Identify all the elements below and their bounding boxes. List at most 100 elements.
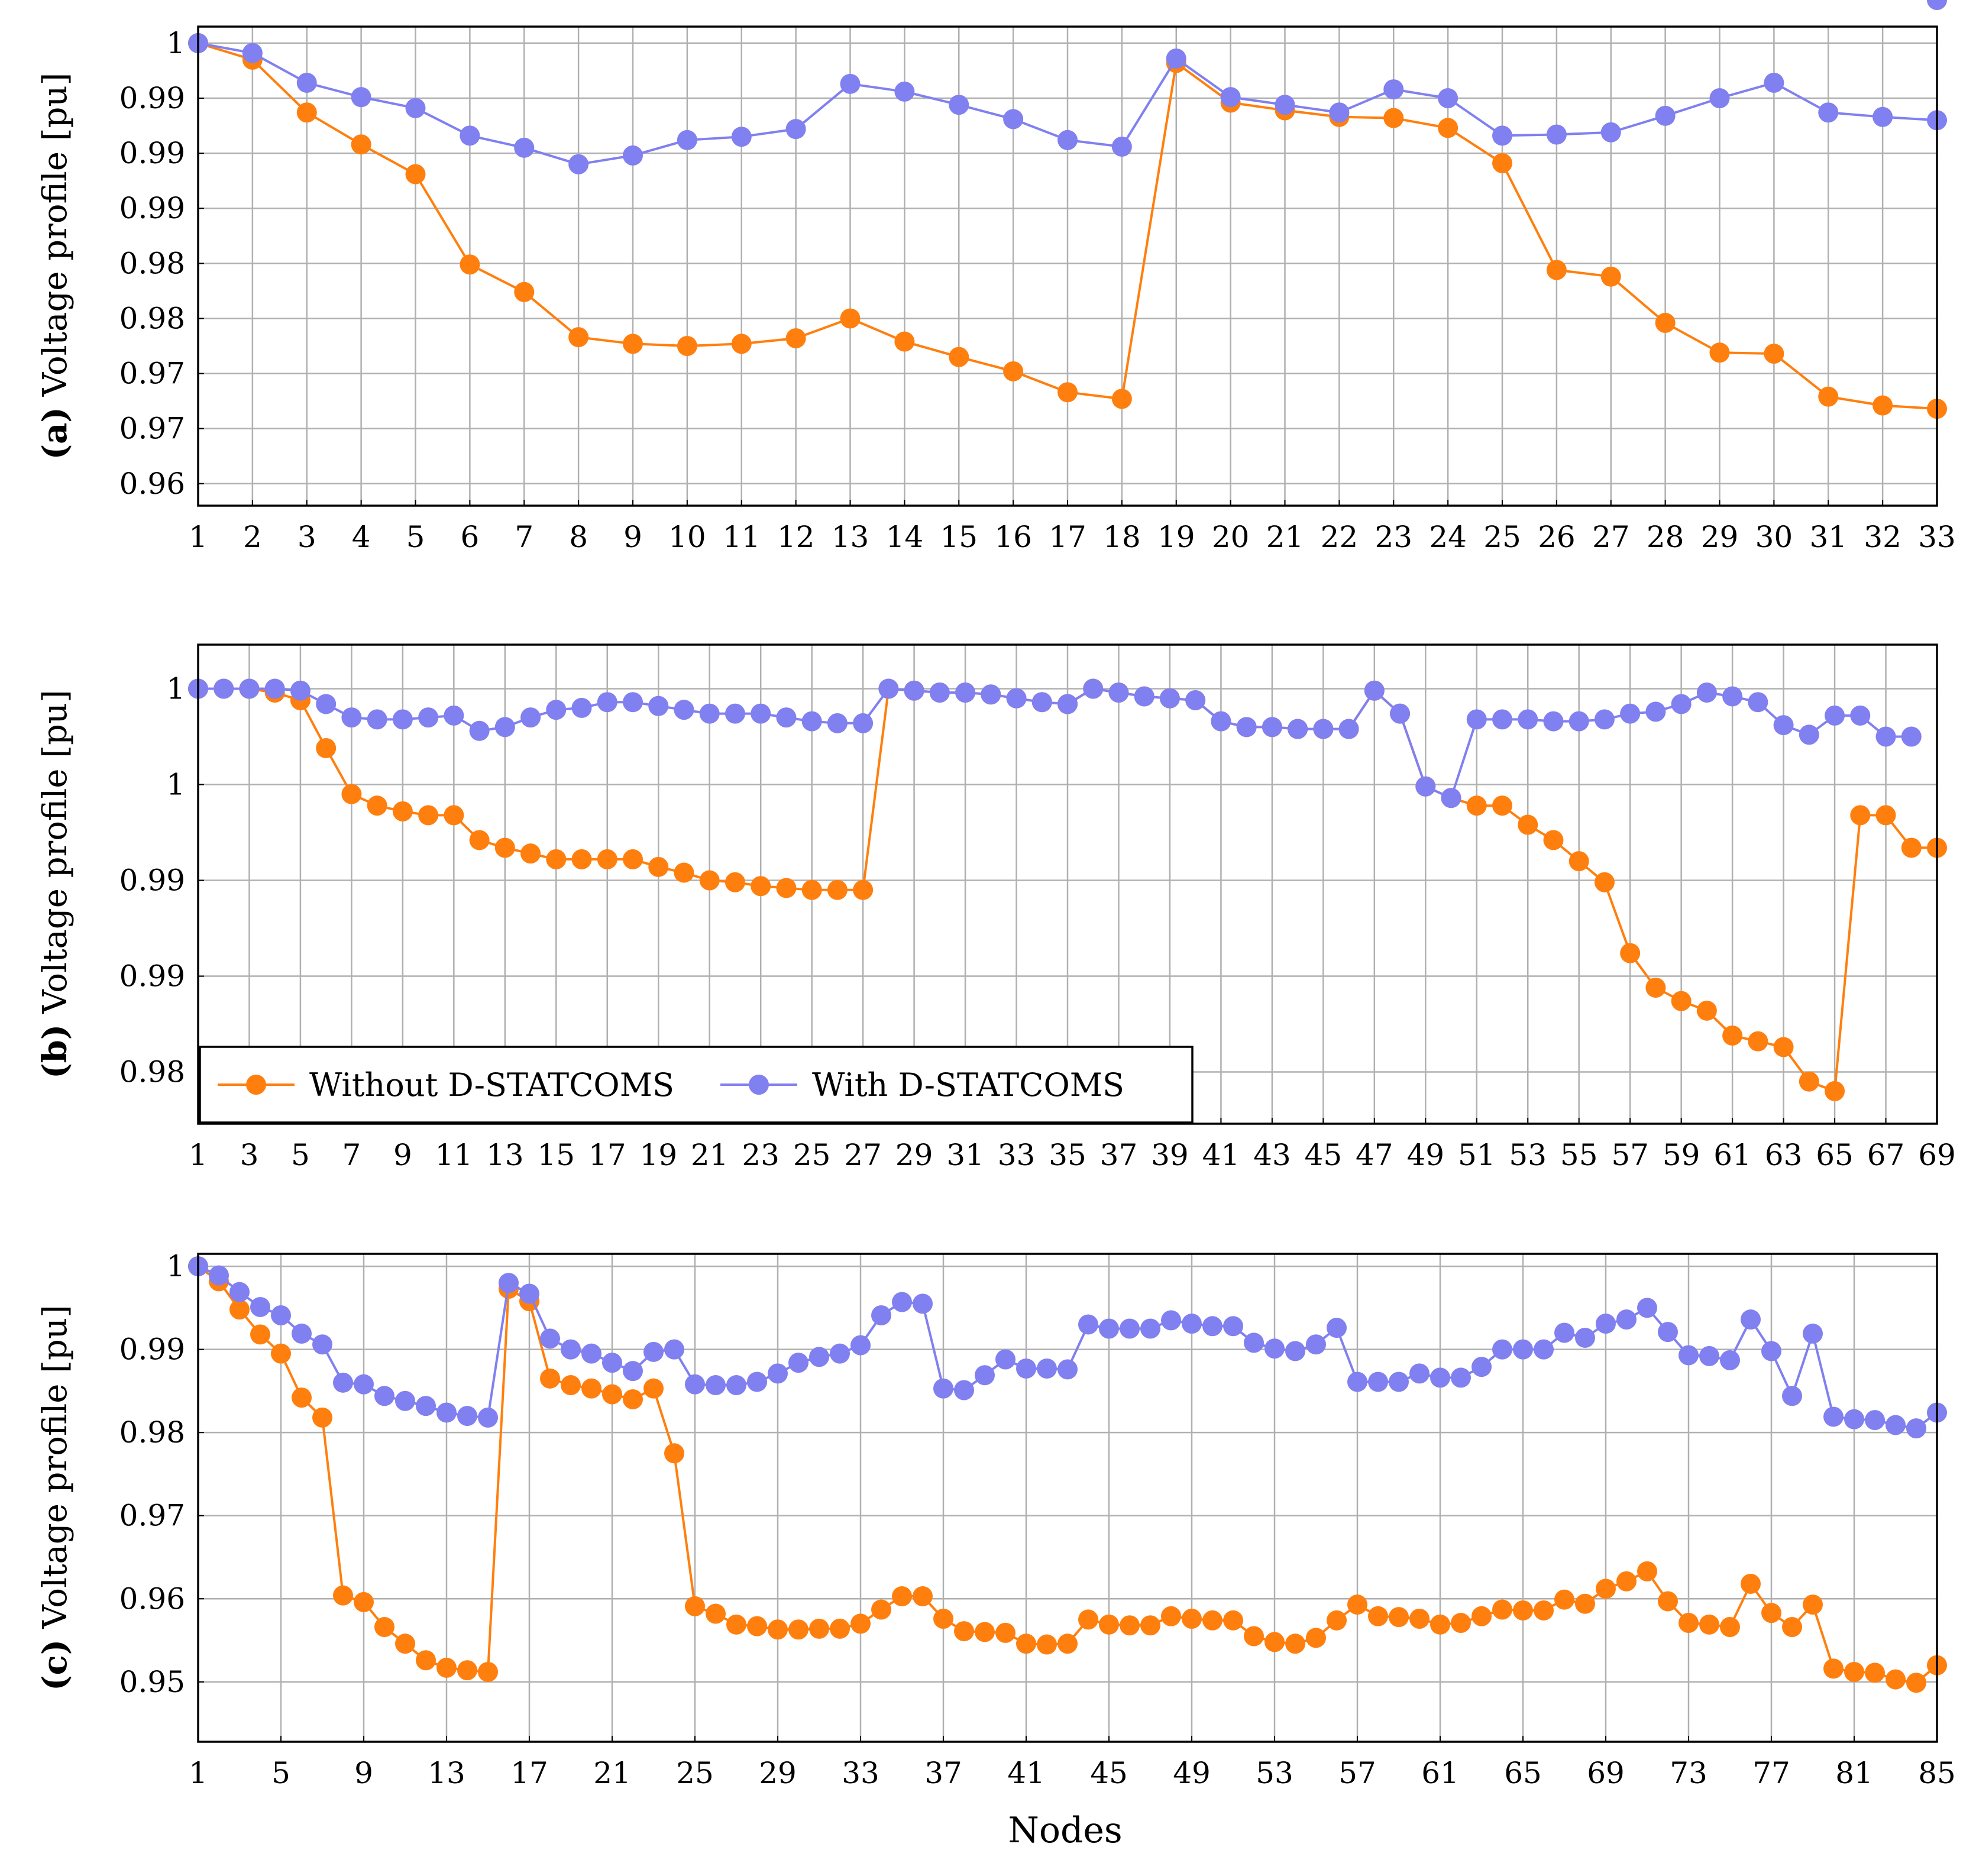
x-tick-label: 29	[759, 1756, 797, 1790]
y-tick-label: 1	[166, 26, 185, 60]
data-point-without	[1057, 382, 1078, 403]
data-point-without	[751, 876, 771, 897]
data-point-without	[1844, 1661, 1864, 1682]
data-point-without	[312, 1407, 332, 1428]
y-tick-label: 0.99	[119, 191, 185, 225]
data-point-with	[1057, 694, 1078, 714]
x-tick-label: 18	[1103, 520, 1141, 554]
data-point-without	[1600, 266, 1621, 287]
data-point-with	[1057, 130, 1078, 150]
data-point-with	[1850, 705, 1871, 726]
data-point-with	[1596, 1314, 1616, 1334]
data-point-without	[418, 805, 439, 826]
data-point-with	[1722, 686, 1743, 707]
data-point-without	[354, 1592, 374, 1612]
data-point-with	[1368, 1372, 1388, 1392]
data-point-with	[1543, 711, 1564, 732]
data-point-with	[1773, 715, 1794, 736]
x-tick-label: 9	[623, 520, 642, 554]
data-point-without	[1596, 1579, 1616, 1599]
data-point-without	[1616, 1571, 1637, 1592]
data-point-without	[1906, 1673, 1926, 1693]
data-point-without	[725, 872, 745, 892]
data-point-without	[1140, 1615, 1160, 1636]
data-point-with	[1244, 1332, 1264, 1353]
data-point-without	[296, 102, 317, 123]
x-tick-label: 33	[998, 1138, 1036, 1172]
data-point-without	[1409, 1608, 1430, 1629]
data-point-without	[1492, 153, 1512, 173]
data-point-with	[1492, 125, 1512, 146]
data-point-with	[602, 1353, 622, 1373]
x-tick-label: 23	[742, 1138, 780, 1172]
data-point-without	[1383, 108, 1404, 128]
data-point-with	[1927, 0, 1947, 10]
data-point-without	[1554, 1589, 1574, 1610]
data-point-with	[514, 137, 535, 158]
data-point-without	[685, 1596, 705, 1616]
data-point-without	[830, 1618, 850, 1639]
data-point-with	[444, 705, 464, 726]
data-point-with	[1655, 105, 1676, 126]
x-tick-label: 5	[406, 520, 425, 554]
data-point-with	[436, 1402, 457, 1423]
x-tick-label: 28	[1647, 520, 1684, 554]
data-point-with	[374, 1386, 394, 1406]
data-point-with	[1441, 788, 1461, 808]
data-point-with	[1720, 1350, 1740, 1370]
data-point-without	[933, 1608, 953, 1629]
y-tick-label: 0.98	[119, 1415, 185, 1450]
x-tick-label: 1	[189, 1138, 208, 1172]
data-point-with	[1389, 1372, 1409, 1392]
x-tick-label: 63	[1765, 1138, 1803, 1172]
y-tick-label: 0.96	[119, 467, 185, 501]
x-tick-label: 30	[1755, 520, 1793, 554]
data-point-without	[374, 1617, 394, 1638]
x-tick-label: 12	[777, 520, 815, 554]
data-point-with	[623, 1361, 643, 1382]
data-point-with	[1620, 703, 1641, 724]
data-point-without	[1637, 1561, 1657, 1581]
plot-frame	[197, 643, 1938, 1125]
y-tick-label: 0.99	[119, 959, 185, 994]
plot-frame	[197, 1253, 1938, 1743]
data-point-with	[354, 1374, 374, 1395]
panel-a: 1 2 3 4 5 6 7 8 9 10 11 12 13 14 15 16 17 18 19 20 21 22 23 24 2…	[35, 25, 1956, 554]
data-point-with	[1037, 1358, 1057, 1379]
x-tick-label: 10	[668, 520, 706, 554]
x-tick-label: 21	[691, 1138, 729, 1172]
data-point-without	[460, 254, 480, 275]
data-point-with	[892, 1292, 912, 1312]
data-point-without	[1347, 1594, 1367, 1615]
data-point-with	[1327, 1318, 1347, 1338]
data-point-without	[1451, 1613, 1471, 1634]
data-point-with	[1518, 709, 1538, 730]
x-tick-label: 13	[486, 1138, 524, 1172]
data-point-without	[1722, 1025, 1743, 1046]
data-point-without	[776, 878, 797, 898]
x-tick-label: 19	[1157, 520, 1195, 554]
data-point-with	[1492, 1339, 1512, 1360]
x-tick-label: 37	[1100, 1138, 1138, 1172]
data-point-without	[229, 1299, 250, 1320]
x-tick-label: 25	[676, 1756, 714, 1790]
data-point-without	[1202, 1610, 1223, 1631]
data-point-without	[405, 164, 426, 185]
data-point-without	[1244, 1626, 1264, 1647]
x-tick-label: 15	[940, 520, 978, 554]
data-point-with	[955, 683, 976, 703]
data-point-without	[1161, 1606, 1181, 1626]
x-tick-label: 69	[1587, 1756, 1625, 1790]
data-point-with	[571, 697, 592, 718]
x-tick-label: 21	[593, 1756, 631, 1790]
data-point-with	[933, 1378, 953, 1399]
data-point-with	[685, 1374, 705, 1395]
data-point-without	[995, 1622, 1016, 1643]
data-point-with	[290, 680, 311, 701]
data-point-without	[623, 849, 643, 869]
x-tick-label: 61	[1421, 1756, 1459, 1790]
x-tick-label: 85	[1918, 1756, 1956, 1790]
data-point-without	[561, 1375, 581, 1396]
data-point-with	[1313, 719, 1334, 739]
data-point-with	[1083, 678, 1104, 699]
